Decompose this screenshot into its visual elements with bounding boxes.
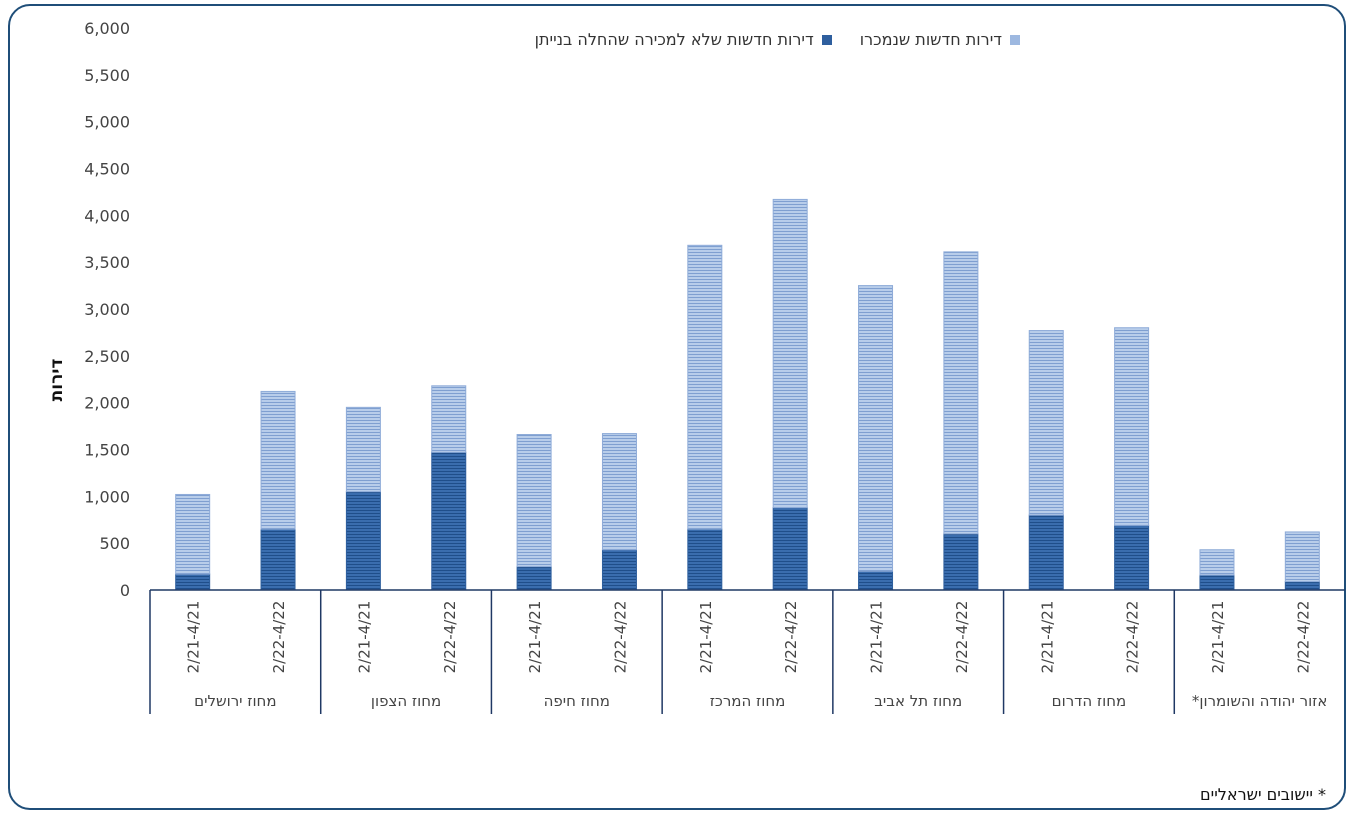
x-tick-label: 2/21-4/21 (1209, 601, 1227, 674)
y-tick-label: 3,500 (84, 253, 130, 272)
y-tick-label: 5,000 (84, 113, 130, 132)
group-label: מחוז המרכז (710, 692, 786, 710)
y-axis-label: דירות (47, 359, 67, 402)
bar-sold (858, 285, 894, 572)
bar-sold (687, 244, 723, 530)
bar-sold (431, 385, 467, 453)
bar-sold (260, 390, 296, 530)
bar-not-for-sale (858, 570, 894, 591)
bar-not-for-sale (1028, 514, 1064, 591)
bar-sold (601, 433, 637, 551)
legend-swatch-not-for-sale (821, 34, 832, 45)
y-tick-label: 2,000 (84, 394, 130, 413)
x-tick-label: 2/22-4/22 (953, 601, 971, 674)
legend-swatch-sold (1010, 34, 1020, 45)
y-tick-label: 500 (99, 534, 130, 553)
bar-not-for-sale (516, 566, 552, 591)
y-tick-label: 2,500 (84, 347, 130, 366)
x-axis: 2/21-4/21 2/22-4/22 מחוז ירושלים 2/21-4/21 2… (149, 589, 1345, 714)
x-tick-label: 2/21-4/21 (355, 601, 373, 674)
bar-sold (1028, 330, 1064, 516)
bar-not-for-sale (943, 533, 979, 591)
bar-not-for-sale (601, 549, 637, 591)
x-tick-label: 2/22-4/22 (611, 601, 629, 674)
bar-not-for-sale (431, 451, 467, 591)
y-tick-label: 1,000 (84, 487, 130, 506)
bar-sold (772, 198, 808, 509)
x-tick-label: 2/22-4/22 (1294, 601, 1312, 674)
y-tick-label: 6,000 (84, 19, 130, 38)
bar-sold (516, 434, 552, 568)
legend-label-not-for-sale: דירות חדשות שלא למכירה שהחלה בנייתן (534, 30, 814, 49)
bar-not-for-sale (1284, 581, 1320, 591)
bar-not-for-sale (1199, 574, 1235, 591)
y-tick-label: 5,500 (84, 66, 130, 85)
group-label: מחוז הדרום (1052, 692, 1127, 710)
group-label: מחוז חיפה (544, 692, 610, 710)
y-tick-label: 3,000 (84, 300, 130, 319)
bar-sold (943, 251, 979, 535)
group-label: מחוז ירושלים (194, 692, 276, 710)
x-tick-label: 2/21-4/21 (868, 601, 886, 674)
bar-sold (345, 406, 381, 493)
x-tick-label: 2/22-4/22 (441, 601, 459, 674)
bar-not-for-sale (687, 528, 723, 591)
bar-not-for-sale (345, 491, 381, 591)
group-label: מחוז הצפון (371, 692, 441, 710)
y-axis: 0 500 1,000 1,500 2,000 2,500 3,000 3,500 4,000 4… (84, 19, 130, 600)
x-tick-label: 2/22-4/22 (1124, 601, 1142, 674)
x-tick-label: 2/21-4/21 (697, 601, 715, 674)
x-tick-label: 2/22-4/22 (270, 601, 288, 674)
legend: דירות חדשות שנמכרו דירות חדשות שלא למכיר… (350, 30, 1020, 49)
bar-sold (1284, 531, 1320, 583)
bar-sold (175, 493, 211, 575)
y-tick-label: 1,500 (84, 441, 130, 460)
bars (175, 198, 1320, 591)
bar-not-for-sale (772, 507, 808, 591)
bar-sold (1114, 327, 1150, 526)
group-label: מחוז תל אביב (874, 692, 962, 710)
legend-label-sold: דירות חדשות שנמכרו (859, 30, 1002, 49)
bar-not-for-sale (1114, 524, 1150, 591)
x-tick-label: 2/21-4/21 (1038, 601, 1056, 674)
x-tick-label: 2/22-4/22 (782, 601, 800, 674)
footnote: * יישובים ישראליים (1200, 785, 1326, 804)
y-tick-label: 4,000 (84, 206, 130, 225)
bar-sold (1199, 549, 1235, 576)
group-label: אזור יהודה והשומרון* (1192, 692, 1327, 710)
y-tick-label: 0 (120, 581, 130, 600)
bar-not-for-sale (260, 528, 296, 591)
x-tick-label: 2/21-4/21 (185, 601, 203, 674)
legend-item-sold: דירות חדשות שנמכרו (860, 30, 1020, 49)
y-tick-label: 4,500 (84, 160, 130, 179)
bar-not-for-sale (175, 573, 211, 591)
legend-item-not-for-sale: דירות חדשות שלא למכירה שהחלה בנייתן (535, 30, 832, 49)
x-tick-label: 2/21-4/21 (526, 601, 544, 674)
